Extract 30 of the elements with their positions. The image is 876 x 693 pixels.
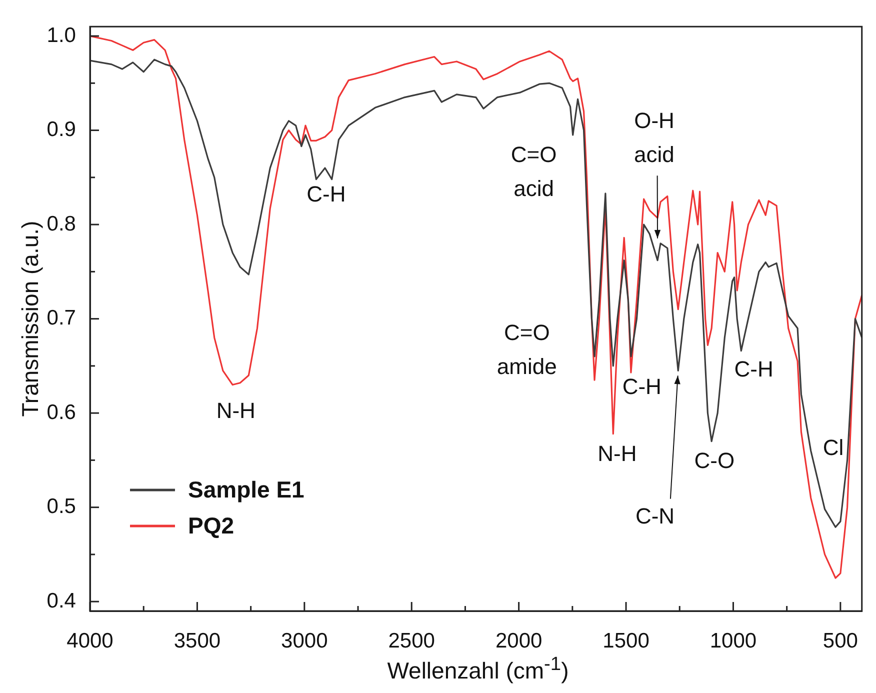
annotation: C=O amide (496, 320, 557, 380)
y-tick-label: 1.0 (46, 24, 76, 47)
annotation: C-H (306, 182, 346, 207)
annotation: C-N (635, 504, 675, 529)
annotation: O-H acid (634, 108, 674, 167)
x-tick-label: 1000 (710, 629, 757, 652)
y-tick-label: 0.6 (46, 400, 76, 424)
legend-label: PQ2 (188, 512, 234, 538)
y-tick-label: 0.9 (46, 118, 76, 142)
x-tick-label: 1500 (602, 629, 650, 652)
x-tick-label: 4000 (66, 629, 114, 652)
x-tick-label: 2500 (388, 629, 435, 652)
annotation: C-H (622, 374, 662, 399)
legend-label: Sample E1 (188, 476, 305, 502)
y-tick-label: 0.7 (46, 306, 76, 330)
x-tick-label: 3500 (174, 629, 221, 652)
annotation: Cl (822, 435, 844, 460)
y-axis-title: Transmission (a.u.) (17, 220, 44, 417)
annotation: N-H (216, 398, 256, 423)
x-tick-label: 2000 (495, 629, 542, 652)
x-tick-label: 3000 (281, 629, 328, 652)
y-tick-label: 0.8 (46, 212, 76, 236)
x-tick-label: 500 (822, 629, 858, 652)
annotation: C-H (734, 356, 774, 382)
annotation: N-H (598, 441, 637, 466)
annotation: C=O acid (510, 142, 557, 201)
annotation: C-O (694, 448, 735, 474)
x-axis-title: Wellenzahl (cm$^{-1}$) (386, 653, 570, 685)
y-tick-label: 0.4 (46, 589, 76, 612)
y-tick-label: 0.5 (46, 495, 76, 518)
